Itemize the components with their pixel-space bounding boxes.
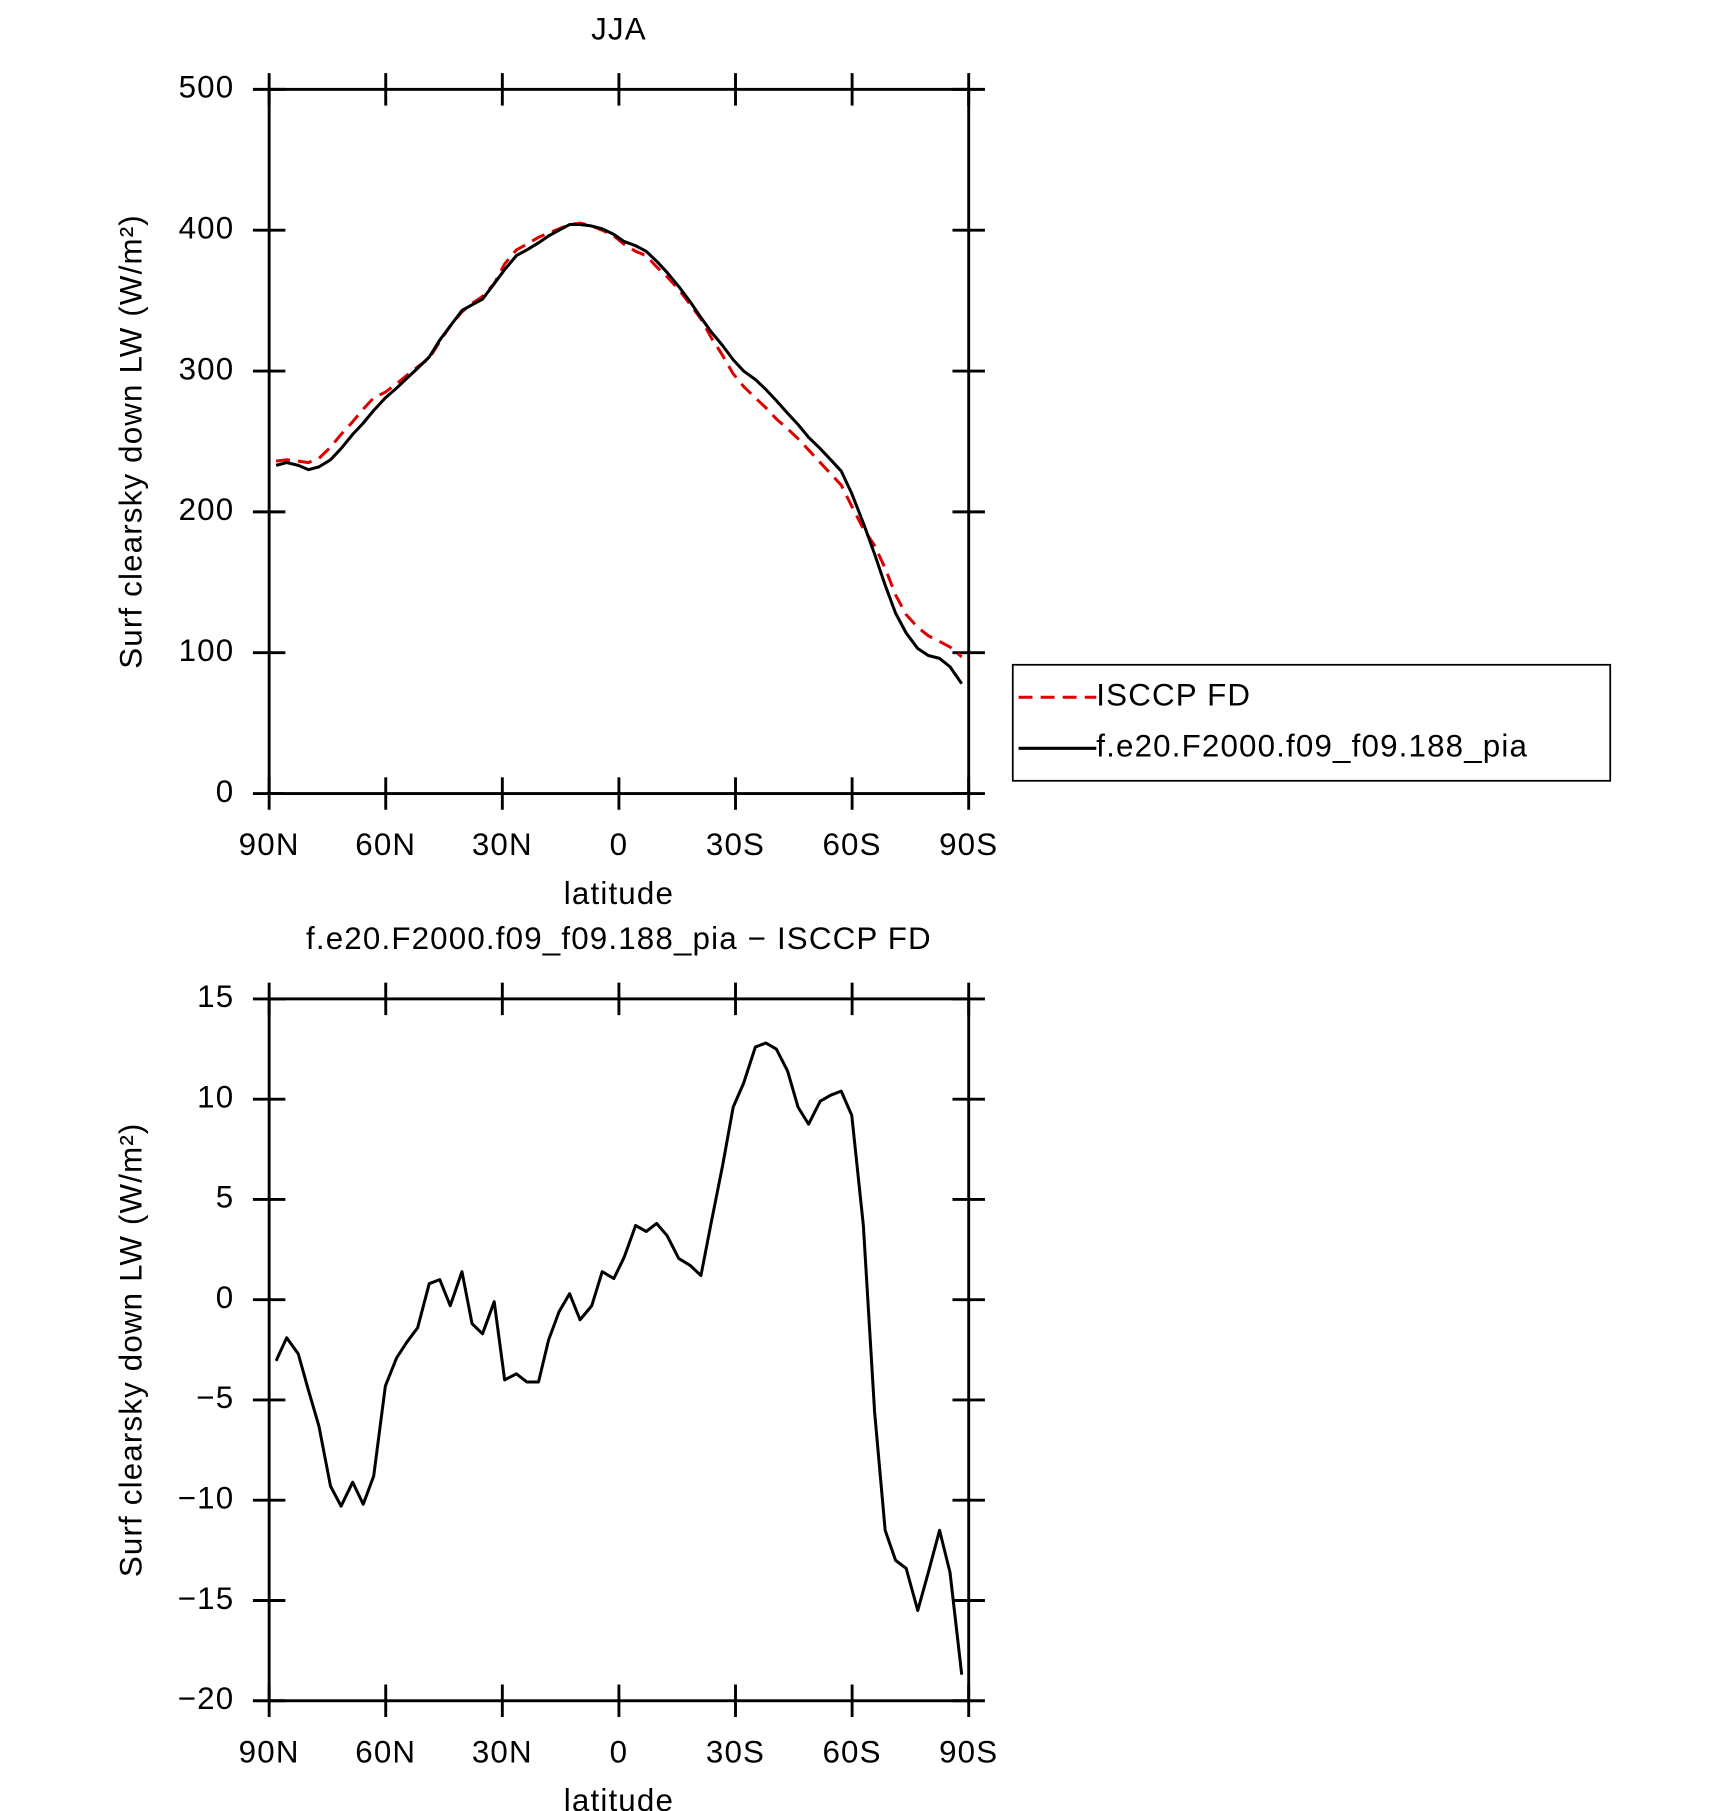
legend-label: f.e20.F2000.f09_f09.188_pia [1096, 729, 1528, 764]
x-tick-label: 90N [239, 1734, 300, 1769]
x-tick-label: 30S [706, 827, 765, 862]
chart-title: JJA [591, 12, 647, 47]
data-line [274, 1041, 964, 1675]
x-tick-label: 60S [822, 1734, 881, 1769]
plot-frame [267, 87, 971, 795]
y-tick-label: 5 [216, 1180, 235, 1215]
y-tick-label: 10 [197, 1079, 234, 1114]
x-tick-label: 0 [610, 827, 629, 862]
x-tick-label: 30N [472, 1734, 533, 1769]
x-tick-label: 90N [239, 827, 300, 862]
x-tick-label: 90S [939, 1734, 998, 1769]
y-tick-label: 400 [179, 210, 235, 245]
x-tick-label: 0 [610, 1734, 629, 1769]
chart-title: f.e20.F2000.f09_f09.188_pia − ISCCP FD [306, 921, 932, 956]
x-tick-label: 90S [939, 827, 998, 862]
x-tick-label: 60N [355, 1734, 416, 1769]
y-tick-label: 0 [216, 774, 235, 809]
legend-label: ISCCP FD [1096, 678, 1251, 713]
x-tick-label: 60N [355, 827, 416, 862]
x-axis-label: latitude [564, 1783, 674, 1811]
y-axis-label: Surf clearsky down LW (W/m²) [114, 214, 149, 669]
y-axis-label: Surf clearsky down LW (W/m²) [114, 1122, 149, 1577]
y-tick-label: 200 [179, 492, 235, 527]
data-line [275, 221, 963, 659]
y-tick-label: −20 [178, 1681, 235, 1716]
y-tick-label: −10 [178, 1481, 235, 1516]
y-tick-label: −5 [196, 1380, 234, 1415]
y-tick-label: −15 [178, 1581, 235, 1616]
y-tick-label: 100 [179, 633, 235, 668]
y-tick-label: 0 [216, 1280, 235, 1315]
x-tick-label: 60S [822, 827, 881, 862]
y-tick-label: 500 [179, 70, 235, 105]
plot-frame [267, 997, 971, 1703]
x-tick-label: 30S [706, 1734, 765, 1769]
data-line [275, 223, 963, 685]
x-tick-label: 30N [472, 827, 533, 862]
y-tick-label: 15 [197, 979, 234, 1014]
x-axis-label: latitude [564, 876, 674, 911]
y-tick-label: 300 [179, 351, 235, 386]
legend-box [1011, 663, 1612, 782]
